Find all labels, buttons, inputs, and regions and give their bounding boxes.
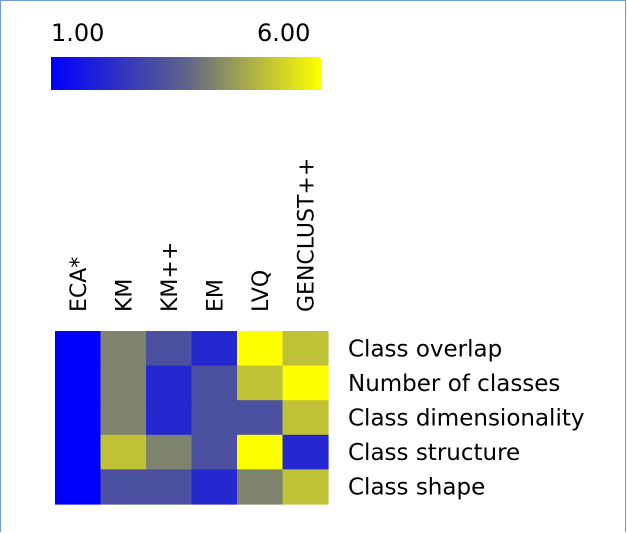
heatmap-cell [100, 331, 147, 367]
colorscale-max-label: 6.00 [257, 19, 311, 47]
heatmap-cell [100, 434, 147, 470]
row-label: Class dimensionality [348, 406, 584, 432]
heatmap-cell [237, 434, 284, 470]
column-label: KM++ [158, 242, 183, 312]
heatmap-cell [237, 365, 284, 401]
row-label: Class overlap [348, 336, 502, 362]
row-label: Number of classes [348, 371, 560, 397]
heatmap-cell [282, 469, 329, 505]
colorscale-min-label: 1.00 [51, 19, 105, 47]
heatmap-cell [191, 331, 238, 367]
heatmap-cell [146, 400, 193, 436]
heatmap-cell [282, 400, 329, 436]
heatmap-cell [100, 469, 147, 505]
heatmap-cell [191, 434, 238, 470]
heatmap-cell [237, 331, 284, 367]
column-label: EM [203, 279, 228, 312]
heatmap-cell [55, 434, 102, 470]
heatmap-cell [146, 469, 193, 505]
heatmap-cell [55, 365, 102, 401]
heatmap-cell [282, 331, 329, 367]
heatmap-cell [282, 365, 329, 401]
heatmap-cell [55, 400, 102, 436]
column-label: KM [112, 279, 137, 312]
colorscale-bar [51, 57, 321, 90]
heatmap-cell [191, 469, 238, 505]
column-label: GENCLUST++ [294, 158, 319, 312]
heatmap-cell [146, 331, 193, 367]
row-label: Class structure [348, 440, 520, 466]
heatmap-cell [55, 469, 102, 505]
heatmap-cell [100, 400, 147, 436]
row-label: Class shape [348, 475, 485, 501]
heatmap-cell [282, 434, 329, 470]
heatmap-cell [100, 365, 147, 401]
heatmap-cell [146, 434, 193, 470]
heatmap-cell [191, 400, 238, 436]
column-label: ECA* [67, 257, 92, 312]
heatmap-cell [55, 331, 102, 367]
heatmap-cell [191, 365, 238, 401]
heatmap-cell [146, 365, 193, 401]
heatmap-cell [237, 469, 284, 505]
heatmap-cell [237, 400, 284, 436]
column-label: LVQ [249, 270, 274, 312]
